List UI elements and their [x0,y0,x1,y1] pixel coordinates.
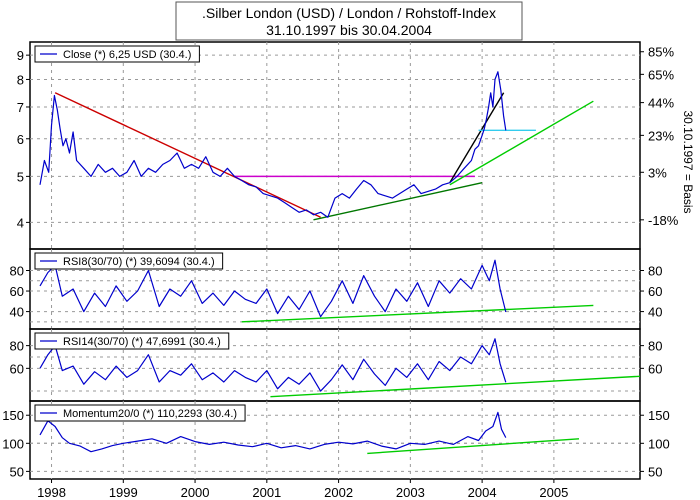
right-tick-label: 100 [648,436,670,451]
panel-rsi8: 40 60 80 40 60 80 RSI8(30/70) (*) 39,6094 (30.… [10,248,662,330]
trendline [241,304,594,323]
panel-plot-area [39,338,640,398]
right-tick-label: 40 [648,305,662,320]
right-tick-label: 60 [648,284,662,299]
panel-momentum: 50 100 150 50 100 150 Momentum20/0 (*) 110,229… [2,400,670,480]
y-tick-label: 50 [10,464,24,479]
right-tick-label: 65% [648,67,674,82]
legend: RSI14(30/70) (*) 47,6991 (30.4.) [34,332,230,350]
x-tick-label: 2003 [396,485,425,500]
y-tick-label: 100 [2,436,24,451]
legend-box [34,45,200,63]
trendline [367,438,580,455]
legend-label: Momentum20/0 (*) 110,2293 (30.4.) [63,408,237,420]
panel-plot-area [39,411,580,455]
y-tick-label: 150 [2,408,24,423]
legend-label: Close (*) 6,25 USD (30.4.) [63,49,191,61]
chart-panels: 4 5 6 7 8 9 -18% 3% 23% 44% 65% 85% Close (*) 6,25 U… [2,41,679,480]
x-tick-label: 2002 [324,485,353,500]
panel-plot-area [39,259,594,323]
series-line [39,259,507,318]
right-tick-label: 80 [648,339,662,354]
legend-box [34,404,246,422]
right-tick-label: -18% [648,213,679,228]
trendline [313,181,483,221]
trendline [54,92,321,218]
y-tick-label: 7 [17,100,24,115]
legend-box [34,332,230,350]
x-tick-label: 2005 [539,485,568,500]
x-tick-label: 2000 [181,485,210,500]
y-tick-label: 4 [17,215,24,230]
chart-subtitle: 31.10.1997 bis 30.04.2004 [266,22,432,38]
x-axis: 1998 1999 2000 2001 2002 2003 2004 2005 [37,479,568,500]
right-axis-label: 30.10.1997 = Basis [681,110,695,213]
y-tick-label: 8 [17,72,24,87]
trendline [270,375,640,398]
y-tick-label: 60 [10,284,24,299]
x-tick-label: 2001 [252,485,281,500]
legend: Close (*) 6,25 USD (30.4.) [34,45,200,63]
trendline [449,100,594,186]
right-tick-label: 85% [648,45,674,60]
legend: RSI8(30/70) (*) 39,6094 (30.4.) [34,252,224,270]
right-tick-label: 44% [648,96,674,111]
x-tick-label: 1999 [109,485,138,500]
right-tick-label: 60 [648,361,662,376]
panel-frame [29,400,641,480]
trendline [449,92,505,184]
y-tick-label: 5 [17,169,24,184]
right-tick-label: 3% [648,165,667,180]
right-tick-label: 50 [648,464,662,479]
right-tick-label: 23% [648,128,674,143]
y-tick-label: 40 [10,305,24,320]
y-tick-label: 9 [17,48,24,63]
series-line [39,71,507,218]
right-tick-label: 150 [648,408,670,423]
right-tick-label: 80 [648,263,662,278]
x-tick-label: 2004 [468,485,497,500]
y-tick-label: 80 [10,263,24,278]
legend-label: RSI8(30/70) (*) 39,6094 (30.4.) [63,256,215,268]
y-tick-label: 6 [17,132,24,147]
title-box [175,1,523,41]
legend-box [34,252,224,270]
series-line [39,338,507,392]
series-line [39,411,507,453]
chart-title: .Silber London (USD) / London / Rohstoff… [202,5,496,21]
y-tick-label: 80 [10,339,24,354]
x-tick-label: 1998 [37,485,66,500]
panel-plot-area [39,71,594,221]
legend: Momentum20/0 (*) 110,2293 (30.4.) [34,404,246,422]
panel-rsi14: 60 80 60 80 RSI14(30/70) (*) 47,6991 (30.4.) [10,328,662,402]
legend-label: RSI14(30/70) (*) 47,6991 (30.4.) [63,336,221,348]
y-tick-label: 60 [10,361,24,376]
